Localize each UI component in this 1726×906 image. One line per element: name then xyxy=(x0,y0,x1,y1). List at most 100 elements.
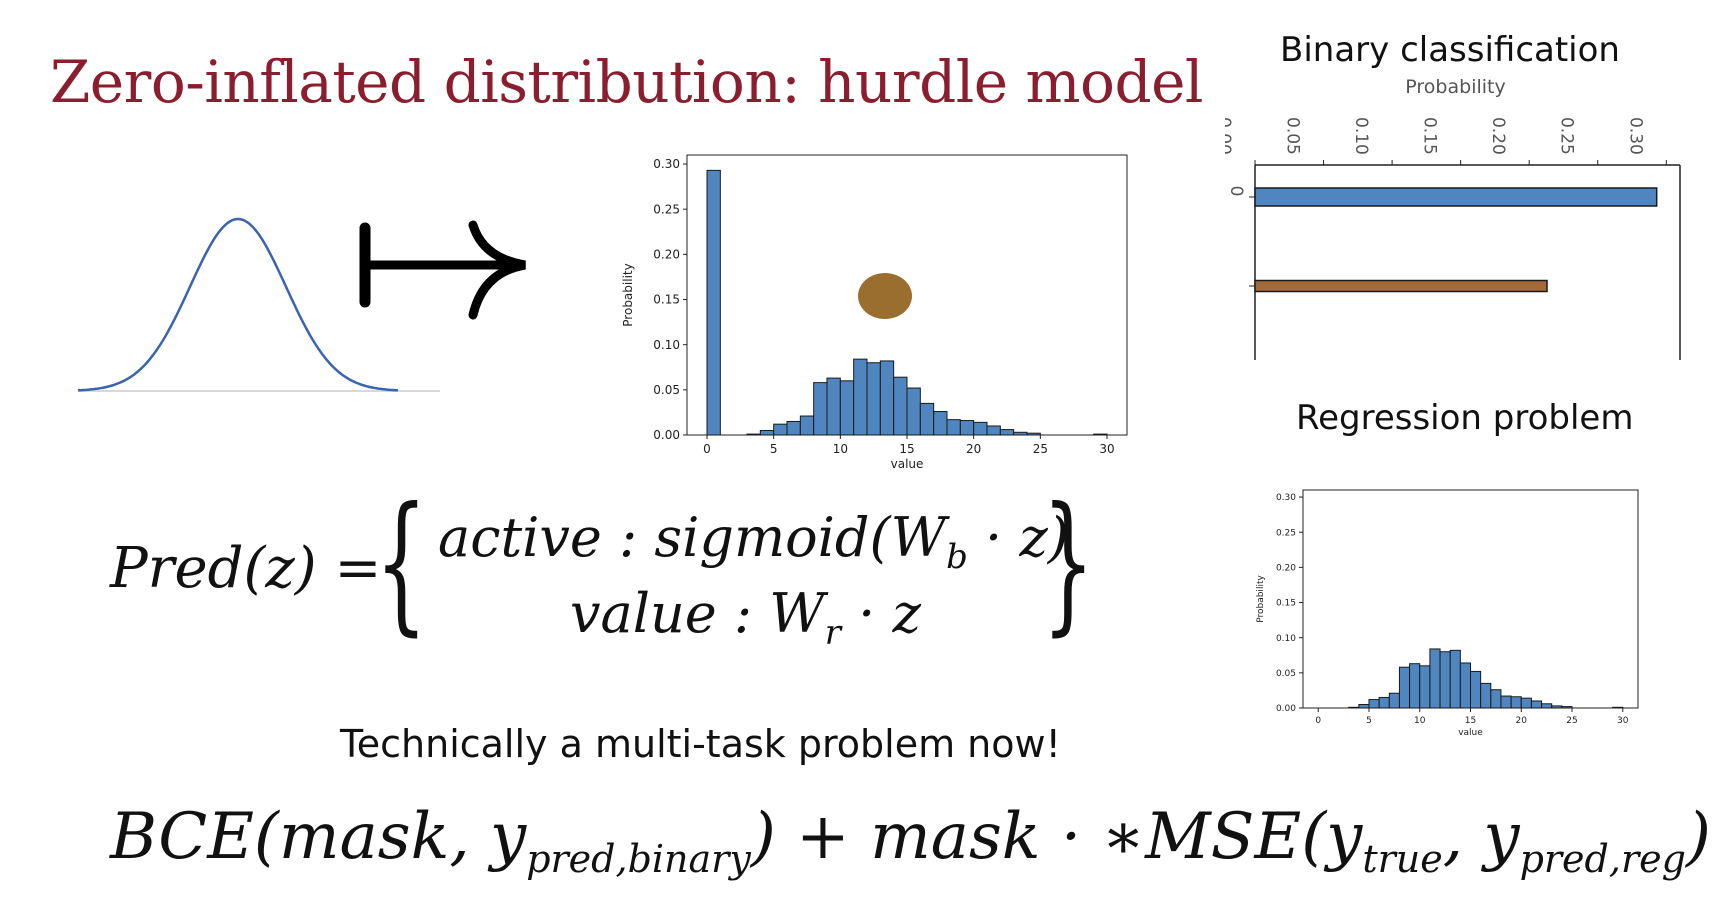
histogram-bar xyxy=(853,358,868,436)
histogram-bar xyxy=(1368,699,1380,709)
pred-case-value: value : Wr · z xyxy=(570,582,921,653)
histogram-bar xyxy=(1348,706,1360,709)
x-tick-label: 15 xyxy=(899,442,914,456)
histogram-bar xyxy=(1530,700,1543,709)
histogram-bar xyxy=(866,362,881,436)
histogram-bar xyxy=(1398,666,1411,709)
y-tick-label: 0.05 xyxy=(1276,669,1296,679)
x-axis-label: Probability xyxy=(1405,76,1505,98)
x-tick-label: 0.05 xyxy=(1283,117,1303,155)
x-tick-label: 0 xyxy=(703,442,711,456)
y-tick-label: 0.00 xyxy=(1276,704,1296,714)
y-axis-label: Probability xyxy=(621,263,635,326)
y-tick-label: 0.25 xyxy=(653,202,680,216)
x-tick-label: 10 xyxy=(833,442,848,456)
histogram-bar xyxy=(1551,705,1563,709)
histogram-bar xyxy=(1612,706,1624,709)
y-tick-label: 0.15 xyxy=(1276,599,1296,609)
brown-dot-icon xyxy=(858,273,912,319)
histogram-bar xyxy=(773,423,788,436)
histogram-bar xyxy=(1480,682,1492,709)
x-tick-label: 30 xyxy=(1617,716,1629,726)
x-tick-label: 20 xyxy=(966,442,981,456)
y-tick-label: 0.05 xyxy=(653,383,680,397)
y-tick-label: 0.00 xyxy=(653,428,680,442)
histogram-bar xyxy=(1378,696,1390,709)
histogram-bar xyxy=(706,169,721,436)
histogram-bar xyxy=(839,380,855,436)
y-tick-label: 0.15 xyxy=(653,293,680,307)
histogram-bar xyxy=(1500,695,1512,709)
x-tick-label: 0.10 xyxy=(1351,117,1371,155)
y-tick-label: 0.20 xyxy=(1276,564,1296,574)
y-tick-label: 0.30 xyxy=(653,157,680,171)
y-tick-label: 0 xyxy=(1226,186,1246,197)
histogram-bar xyxy=(786,420,801,436)
y-tick-label: 0.25 xyxy=(1276,528,1296,538)
x-tick-label: 30 xyxy=(1099,442,1114,456)
pred-case-active: active : sigmoid(Wb · z) xyxy=(438,506,1069,577)
histogram-bar xyxy=(1013,431,1028,436)
right-brace: } xyxy=(1042,476,1095,650)
histogram-bar xyxy=(879,360,895,436)
y-tick-label: 0.30 xyxy=(1276,493,1296,503)
x-tick-label: 10 xyxy=(1414,716,1426,726)
histogram-bar xyxy=(1429,648,1441,709)
histogram-bar xyxy=(813,382,828,436)
histogram-bar xyxy=(959,420,975,436)
histogram-bar xyxy=(1388,692,1400,709)
histogram-bar xyxy=(906,387,921,436)
histogram-bar xyxy=(999,429,1015,436)
x-tick-label: 5 xyxy=(1366,716,1372,726)
histogram-bar xyxy=(746,433,761,436)
histogram-bar xyxy=(1541,703,1553,709)
binary-classification-chart: Probability 0.00 0.05 0.10 0.15 0.20 0.25 0.30 0 xyxy=(1225,76,1681,360)
y-tick-label: 0.10 xyxy=(1276,634,1296,644)
histogram-bar xyxy=(1520,697,1532,709)
x-tick-label: 15 xyxy=(1465,716,1476,726)
x-tick-label: 5 xyxy=(770,442,778,456)
x-tick-label: 25 xyxy=(1566,716,1577,726)
regression-histogram: 0.00 0.05 0.10 0.15 0.20 0.25 0.30 0 5 10 15 20 25 30… xyxy=(1256,489,1639,738)
slide-title: Zero-inflated distribution: hurdle model xyxy=(50,48,1203,116)
histogram-bar xyxy=(1093,433,1108,436)
x-axis-label: value xyxy=(891,457,924,471)
histogram-bar xyxy=(1459,662,1471,709)
histogram-bar xyxy=(973,421,988,436)
x-tick-label: 0.20 xyxy=(1488,117,1508,155)
histogram-bar xyxy=(1490,689,1502,709)
x-tick-label: 0 xyxy=(1315,716,1321,726)
histogram-bar xyxy=(933,411,948,436)
zero-inflated-histogram: 0.00 0.05 0.10 0.15 0.20 0.25 0.30 0 5 10 15 20 25 30… xyxy=(621,154,1128,471)
x-tick-label: 0.30 xyxy=(1625,117,1645,155)
histogram-bar xyxy=(893,376,908,436)
histogram-bar xyxy=(1439,651,1451,709)
y-axis-label: Probability xyxy=(1256,575,1266,623)
histogram-bar xyxy=(1026,432,1041,436)
left-brace: { xyxy=(375,476,428,650)
histogram-bar xyxy=(1409,663,1421,709)
x-tick-label: 0.15 xyxy=(1420,117,1440,155)
x-axis-label: value xyxy=(1458,728,1483,738)
x-tick-label: 0.25 xyxy=(1557,117,1577,155)
regression-heading: Regression problem xyxy=(1296,398,1634,438)
pred-lhs: Pred(z) = xyxy=(110,536,382,601)
histogram-bar xyxy=(759,429,775,436)
histogram-bar xyxy=(1470,670,1482,709)
probability-bar xyxy=(1254,187,1658,207)
y-tick-label: 0.20 xyxy=(653,248,680,262)
gaussian-curve-icon xyxy=(77,217,440,392)
histogram-bar xyxy=(919,402,935,436)
multitask-note: Technically a multi-task problem now! xyxy=(340,722,1061,766)
histogram-bar xyxy=(1449,649,1461,709)
histogram-bar xyxy=(1358,703,1370,709)
x-tick-label: 25 xyxy=(1033,442,1048,456)
loss-equation: BCE(mask, ypred,binary) + mask · ∗MSE(yt… xyxy=(110,800,1711,881)
histogram-bar xyxy=(799,415,815,436)
probability-bar xyxy=(1254,279,1548,293)
x-tick-label: 20 xyxy=(1516,716,1528,726)
histogram-bar xyxy=(826,377,841,436)
y-tick-label: 0.10 xyxy=(653,338,680,352)
histogram-bar xyxy=(946,419,961,436)
mapsto-arrow-icon xyxy=(359,220,526,320)
